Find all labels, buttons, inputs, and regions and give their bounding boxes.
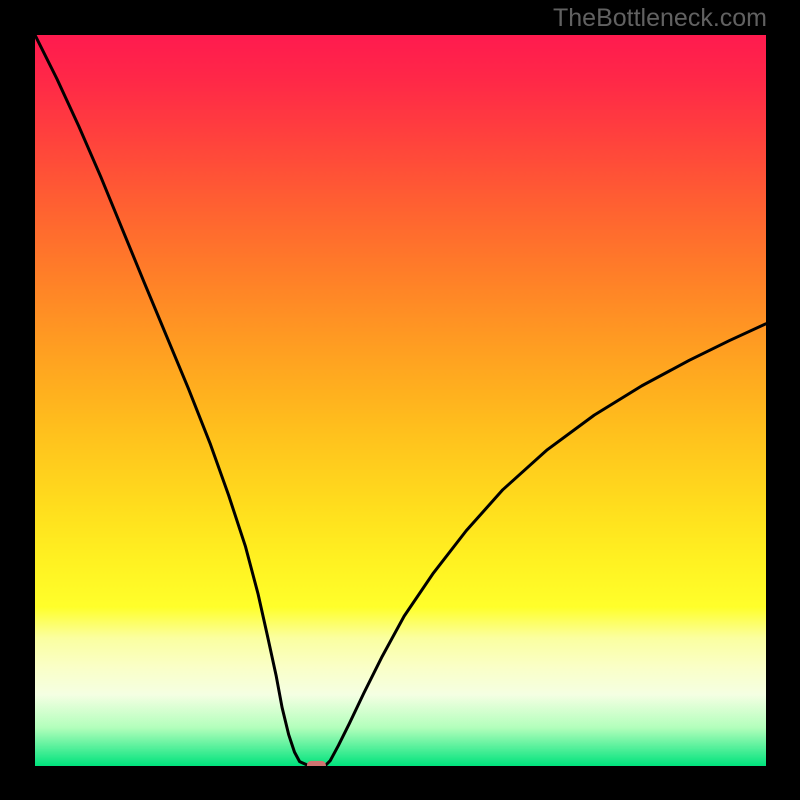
plot-area [35, 35, 766, 766]
watermark-text: TheBottleneck.com [553, 4, 767, 33]
bottleneck-curve [35, 35, 766, 765]
figure-root: TheBottleneck.com [0, 0, 800, 800]
curve-layer [35, 35, 766, 766]
min-marker [307, 761, 326, 766]
